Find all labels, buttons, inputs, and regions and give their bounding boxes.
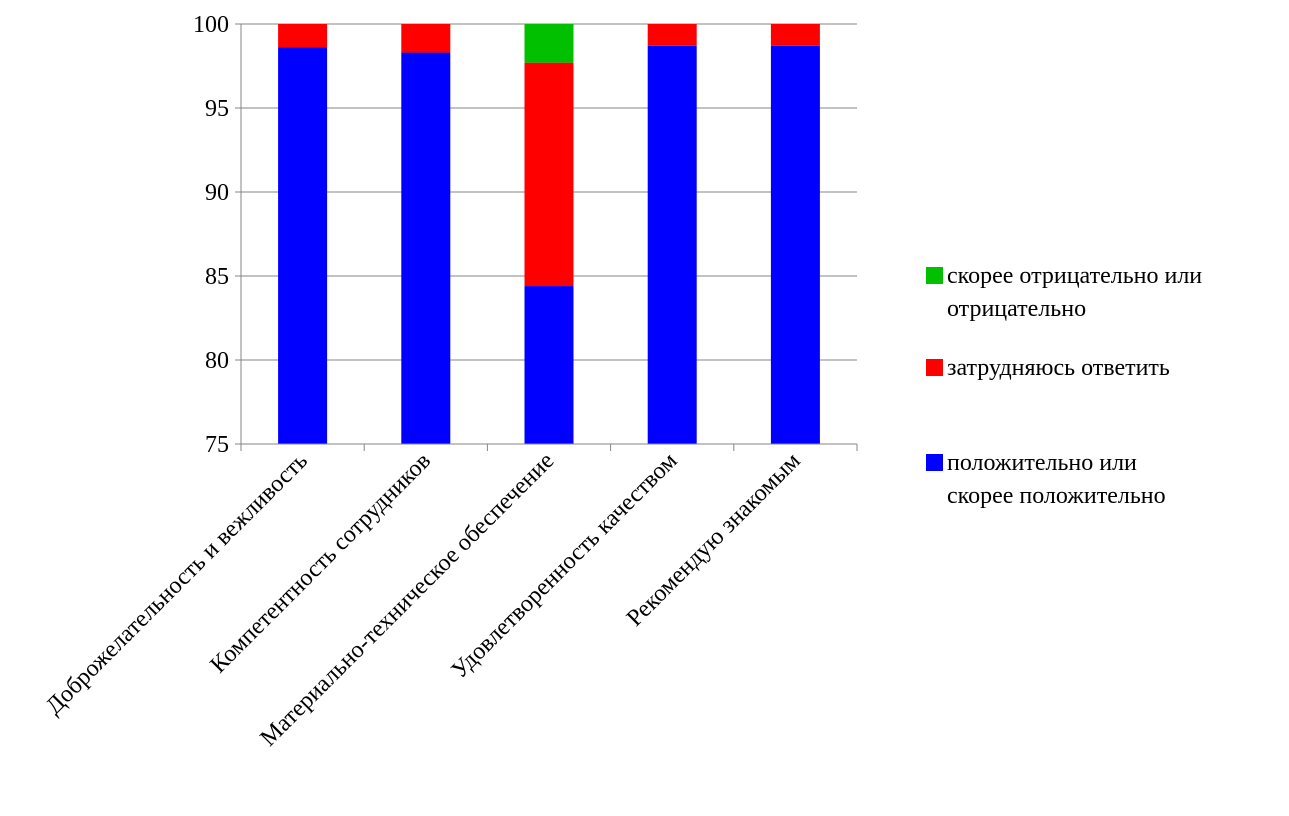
legend-label-line: скорее положительно xyxy=(947,483,1166,509)
bar-segment xyxy=(770,24,820,46)
bar-segment xyxy=(278,24,328,48)
bar-segment xyxy=(524,286,574,444)
y-tick-label: 85 xyxy=(205,264,229,290)
bar-segment xyxy=(278,47,328,445)
bar-segment xyxy=(401,52,451,445)
legend-swatch xyxy=(926,359,943,376)
category-label: Удовлетворенность качеством xyxy=(447,448,683,684)
bars xyxy=(278,24,820,445)
category-labels: Доброжелательность и вежливостьКомпетент… xyxy=(41,448,806,752)
bar-segment xyxy=(524,62,574,287)
legend-swatch xyxy=(926,454,943,471)
bar-segment xyxy=(647,45,697,445)
y-tick-label: 100 xyxy=(193,12,229,38)
legend-label-line: затрудняюсь ответить xyxy=(947,355,1170,381)
category-label: Компетентность сотрудников xyxy=(206,448,437,679)
legend-label-line: положительно или xyxy=(947,450,1137,476)
bar-segment xyxy=(524,24,574,63)
legend-label: затрудняюсь ответить xyxy=(947,355,1170,381)
bar-segment xyxy=(401,24,451,53)
y-tick-label: 95 xyxy=(205,96,229,122)
legend-label-line: скорее отрицательно или xyxy=(947,263,1202,289)
legend-label: положительно или скорее положительно xyxy=(947,450,1166,509)
legend-swatch xyxy=(926,267,943,284)
y-tick-label: 75 xyxy=(205,432,229,458)
legend-label-line: отрицательно xyxy=(947,296,1086,322)
y-tick-label: 90 xyxy=(205,180,229,206)
y-tick-labels: 75 80 85 90 95 100 xyxy=(193,12,229,458)
y-tick-label: 80 xyxy=(205,348,229,374)
category-label: Доброжелательность и вежливость xyxy=(41,448,313,720)
bar-segment xyxy=(647,24,697,46)
bar-segment xyxy=(770,45,820,445)
axes xyxy=(235,23,858,451)
legend-label: скорее отрицательно или отрицательно xyxy=(947,263,1202,322)
legend: скорее отрицательно или отрицательно затру… xyxy=(926,263,1202,509)
